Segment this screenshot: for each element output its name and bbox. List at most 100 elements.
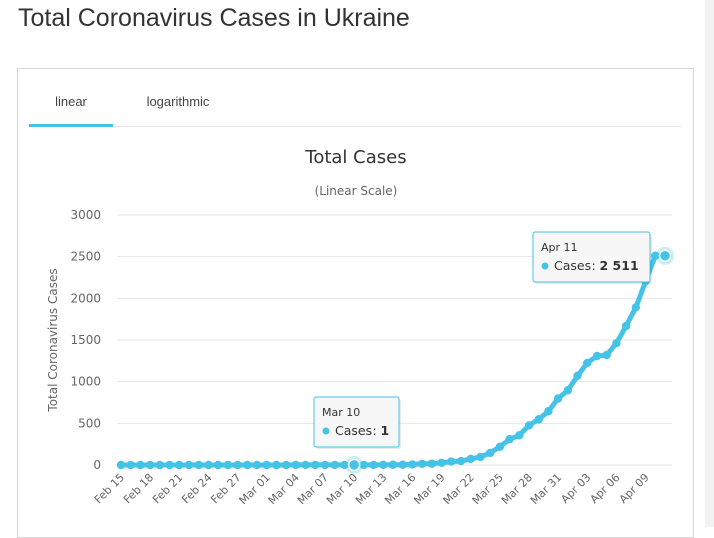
data-point[interactable] — [573, 371, 582, 380]
tooltip-colon: : — [592, 258, 596, 273]
tooltip-series: Cases — [554, 258, 591, 273]
data-point[interactable] — [136, 460, 145, 470]
data-point[interactable] — [485, 448, 495, 458]
x-tick-label: Mar 28 — [499, 471, 535, 507]
data-point[interactable] — [281, 460, 291, 470]
x-tick-label: Feb 24 — [179, 471, 214, 506]
x-tick-label: Mar 01 — [237, 471, 273, 507]
y-tick-label: 500 — [78, 416, 101, 430]
data-point[interactable] — [291, 460, 301, 470]
y-tick-label: 0 — [93, 458, 101, 472]
data-point[interactable] — [301, 460, 310, 470]
x-tick-label: Mar 07 — [295, 471, 331, 507]
data-point[interactable] — [311, 460, 320, 470]
x-tick-label: Feb 15 — [92, 471, 127, 506]
y-tick-label: 1000 — [70, 375, 101, 389]
data-point[interactable] — [563, 386, 573, 395]
data-point[interactable] — [213, 460, 223, 470]
data-point[interactable] — [223, 460, 233, 470]
data-point[interactable] — [116, 460, 126, 470]
data-point[interactable] — [456, 456, 466, 466]
cases-chart: Total Cases (Linear Scale) Total Coronav… — [46, 147, 674, 507]
data-point[interactable] — [534, 415, 543, 424]
data-point[interactable] — [369, 460, 378, 470]
data-point[interactable] — [252, 460, 262, 470]
data-point[interactable] — [145, 460, 155, 470]
data-point[interactable] — [583, 358, 592, 368]
data-point[interactable] — [495, 442, 505, 452]
data-point[interactable] — [330, 460, 339, 470]
data-point[interactable] — [592, 351, 602, 361]
data-point[interactable] — [155, 460, 165, 470]
x-tick-label: Mar 10 — [324, 471, 360, 507]
x-tick-label: Mar 19 — [411, 471, 447, 507]
data-point[interactable] — [126, 460, 135, 470]
hover-point[interactable] — [347, 458, 361, 472]
data-point[interactable] — [437, 458, 446, 468]
tooltip-date: Mar 10 — [322, 406, 360, 419]
data-point[interactable] — [340, 460, 349, 470]
x-tick-label: Mar 04 — [266, 471, 302, 507]
data-point[interactable] — [544, 407, 553, 416]
tab-linear[interactable]: linear — [29, 89, 113, 127]
data-point[interactable] — [447, 457, 456, 466]
y-tick-label: 2000 — [70, 291, 101, 305]
data-point[interactable] — [417, 459, 427, 469]
data-point[interactable] — [621, 321, 631, 331]
data-point[interactable] — [476, 452, 485, 462]
data-point[interactable] — [320, 460, 330, 470]
data-point[interactable] — [194, 460, 203, 470]
hover-point[interactable] — [658, 249, 672, 262]
data-point[interactable] — [175, 460, 184, 470]
data-point[interactable] — [631, 303, 641, 312]
data-point[interactable] — [243, 460, 252, 470]
x-tick-label: Feb 18 — [121, 471, 156, 506]
tooltip-marker — [541, 262, 549, 270]
data-point[interactable] — [388, 460, 398, 469]
data-point[interactable] — [165, 460, 174, 470]
data-point[interactable] — [553, 394, 563, 403]
y-tick-label: 1500 — [70, 333, 101, 347]
data-point[interactable] — [427, 459, 437, 468]
data-point[interactable] — [602, 350, 611, 360]
data-point[interactable] — [379, 460, 388, 470]
tooltip-marker — [322, 427, 330, 435]
data-point[interactable] — [505, 434, 514, 444]
data-point[interactable] — [612, 338, 621, 348]
x-tick-label: Mar 22 — [441, 471, 477, 507]
x-tick-label: Apr 06 — [588, 471, 623, 506]
y-tick-labels: 0 500 1000 1500 2000 2500 3000 — [70, 208, 101, 472]
x-tick-label: Mar 31 — [528, 471, 564, 507]
data-point[interactable] — [272, 460, 281, 470]
x-tick-label: Mar 13 — [353, 471, 389, 507]
data-point[interactable] — [184, 460, 194, 470]
tooltip-date: Apr 11 — [541, 241, 578, 254]
tooltip-series: Cases — [335, 423, 372, 438]
data-point[interactable] — [651, 251, 660, 260]
x-tick-label: Feb 21 — [150, 471, 185, 506]
y-tick-label: 2500 — [70, 250, 101, 264]
data-point[interactable] — [466, 454, 475, 464]
tooltip-colon: : — [373, 423, 377, 438]
series-points — [116, 251, 670, 470]
data-point[interactable] — [524, 421, 534, 430]
data-point[interactable] — [408, 460, 417, 469]
x-tick-label: Mar 16 — [382, 471, 418, 507]
chart-title: Total Cases — [304, 147, 406, 168]
data-point[interactable] — [204, 460, 213, 470]
scale-tabs: linear logarithmic — [29, 89, 682, 127]
chart-subtitle: (Linear Scale) — [315, 184, 398, 198]
data-point[interactable] — [262, 460, 271, 470]
page-title: Total Coronavirus Cases in Ukraine — [18, 4, 410, 32]
tab-logarithmic[interactable]: logarithmic — [146, 94, 210, 109]
data-point[interactable] — [359, 460, 369, 470]
tooltip-value: 1 — [381, 423, 390, 438]
tooltip: Mar 10 Cases:1 — [313, 396, 401, 449]
data-point[interactable] — [233, 460, 242, 470]
tooltip-value: 2 511 — [600, 258, 639, 273]
data-point[interactable] — [398, 460, 407, 469]
data-point[interactable] — [515, 431, 524, 440]
scrollbar-track[interactable] — [705, 0, 714, 527]
